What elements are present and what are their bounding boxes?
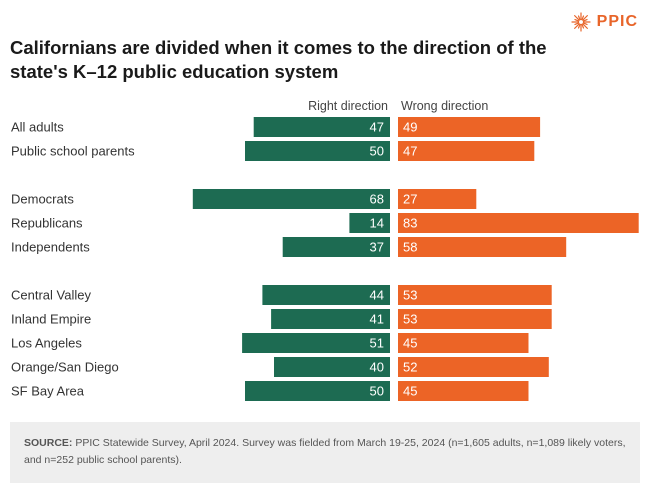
bar-wrong-sf-bay-area (398, 381, 529, 401)
category-label-los-angeles: Los Angeles (11, 336, 82, 351)
bar-wrong-democrats (398, 189, 477, 209)
brand-logo: PPIC (571, 12, 638, 32)
bar-right-independents (282, 237, 390, 257)
value-wrong-central-valley: 53 (403, 288, 417, 303)
bar-right-los-angeles (242, 333, 390, 353)
bar-right-orange-san-diego (274, 357, 390, 377)
chart-title: Californians are divided when it comes t… (10, 37, 547, 82)
value-right-inland-empire: 41 (370, 312, 384, 327)
bar-wrong-republicans (398, 213, 639, 233)
value-wrong-orange-san-diego: 52 (403, 360, 417, 375)
value-wrong-los-angeles: 45 (403, 336, 417, 351)
source-text: PPIC Statewide Survey, April 2024. Surve… (24, 437, 626, 466)
value-right-central-valley: 44 (370, 288, 384, 303)
source-note: SOURCE: PPIC Statewide Survey, April 202… (10, 422, 640, 483)
value-wrong-sf-bay-area: 45 (403, 384, 417, 399)
starburst-icon (571, 12, 591, 32)
value-wrong-independents: 58 (403, 240, 417, 255)
value-wrong-public-school-parents: 47 (403, 144, 417, 159)
bar-wrong-los-angeles (398, 333, 529, 353)
bar-right-central-valley (262, 285, 390, 305)
category-label-republicans: Republicans (11, 216, 83, 231)
brand-name: PPIC (596, 13, 638, 30)
category-label-independents: Independents (11, 240, 90, 255)
category-label-sf-bay-area: SF Bay Area (11, 384, 85, 399)
bar-right-republicans (349, 213, 390, 233)
bar-wrong-independents (398, 237, 567, 257)
value-right-democrats: 68 (370, 192, 384, 207)
value-wrong-inland-empire: 53 (403, 312, 417, 327)
value-right-independents: 37 (370, 240, 384, 255)
category-label-central-valley: Central Valley (11, 288, 91, 303)
value-right-sf-bay-area: 50 (370, 384, 384, 399)
bar-right-all-adults (253, 117, 390, 137)
value-right-orange-san-diego: 40 (370, 360, 384, 375)
bar-right-democrats (192, 189, 390, 209)
value-right-republicans: 14 (370, 216, 384, 231)
value-right-los-angeles: 51 (370, 336, 384, 351)
bar-right-sf-bay-area (245, 381, 390, 401)
category-label-democrats: Democrats (11, 192, 74, 207)
bar-wrong-central-valley (398, 285, 552, 305)
bar-wrong-inland-empire (398, 309, 552, 329)
value-wrong-republicans: 83 (403, 216, 417, 231)
category-label-all-adults: All adults (11, 120, 64, 135)
legend-right-direction: Right direction (308, 99, 388, 113)
category-label-inland-empire: Inland Empire (11, 312, 91, 327)
value-wrong-all-adults: 49 (403, 120, 417, 135)
bar-wrong-all-adults (398, 117, 541, 137)
diverging-bar-chart: Right direction Wrong direction All adults… (11, 99, 639, 401)
bar-right-public-school-parents (245, 141, 390, 161)
bar-wrong-public-school-parents (398, 141, 535, 161)
category-label-public-school-parents: Public school parents (11, 144, 135, 159)
bar-wrong-orange-san-diego (398, 357, 549, 377)
legend-wrong-direction: Wrong direction (401, 99, 488, 113)
bar-right-inland-empire (271, 309, 390, 329)
value-right-public-school-parents: 50 (370, 144, 384, 159)
category-label-orange-san-diego: Orange/San Diego (11, 360, 119, 375)
source-label: SOURCE: (24, 437, 73, 449)
value-right-all-adults: 47 (370, 120, 384, 135)
value-wrong-democrats: 27 (403, 192, 417, 207)
